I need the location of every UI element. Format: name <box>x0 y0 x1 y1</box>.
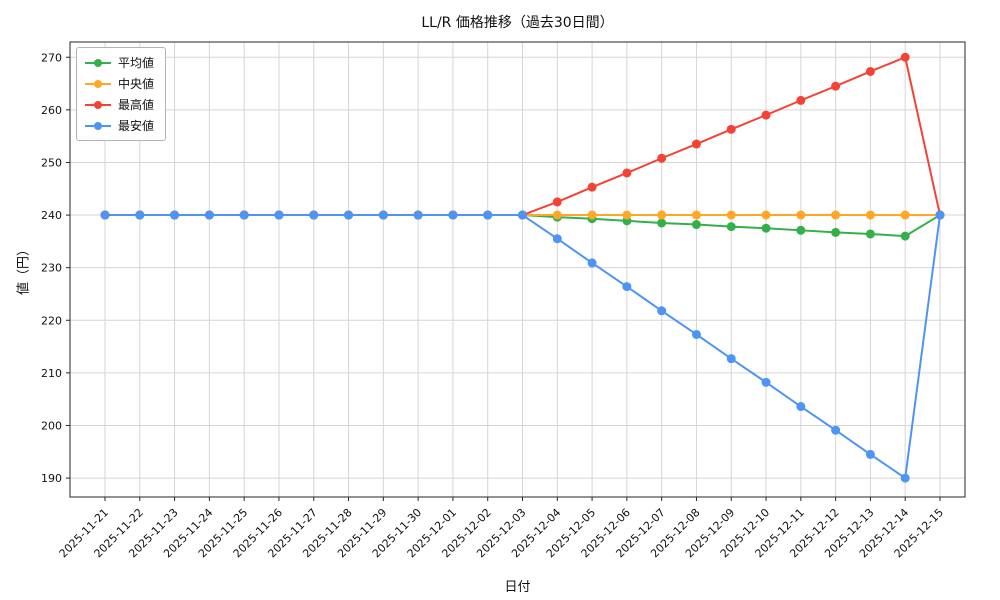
marker-max <box>587 182 597 192</box>
marker-min <box>726 354 736 364</box>
legend-label-average: 平均値 <box>118 56 155 70</box>
marker-median <box>761 210 771 220</box>
marker-min <box>935 210 945 220</box>
marker-min <box>587 258 597 268</box>
marker-min <box>691 329 701 339</box>
marker-min <box>309 210 319 220</box>
marker-min <box>761 377 771 387</box>
y-tick-label: 200 <box>41 419 62 432</box>
marker-min <box>100 210 110 220</box>
marker-min <box>135 210 145 220</box>
marker-median <box>622 210 632 220</box>
marker-min <box>796 402 806 412</box>
marker-min <box>518 210 527 220</box>
y-tick-label: 210 <box>41 367 62 380</box>
marker-min <box>657 306 667 316</box>
marker-max <box>900 52 910 62</box>
marker-min <box>204 210 214 220</box>
marker-max <box>726 124 736 134</box>
marker-min <box>413 210 423 220</box>
marker-max <box>552 197 562 207</box>
marker-min <box>170 210 180 220</box>
chart-title: LL/R 価格推移（過去30日間） <box>421 15 614 31</box>
marker-average <box>726 222 736 232</box>
marker-max <box>657 153 667 163</box>
legend-marker-max <box>85 100 111 110</box>
legend-item-average: 平均値 <box>85 54 154 71</box>
marker-min <box>239 210 249 220</box>
marker-average <box>865 229 875 239</box>
x-axis-label: 日付 <box>504 580 531 595</box>
marker-average <box>657 218 667 228</box>
marker-max <box>622 168 632 178</box>
marker-average <box>900 231 910 241</box>
y-tick-label: 250 <box>41 156 62 169</box>
legend-label-max: 最高値 <box>118 98 155 112</box>
marker-max <box>691 139 701 149</box>
marker-median <box>865 210 875 220</box>
marker-max <box>831 81 841 91</box>
plot-border <box>69 41 966 498</box>
legend-label-min: 最安値 <box>118 119 155 133</box>
chart-legend: 平均値中央値最高値最安値 <box>76 47 167 141</box>
marker-min <box>900 473 910 483</box>
legend-dot-icon <box>94 121 102 130</box>
marker-min <box>344 210 354 220</box>
y-tick-label: 240 <box>41 209 62 222</box>
marker-median <box>900 210 910 220</box>
marker-median <box>831 210 841 220</box>
marker-max <box>796 95 806 105</box>
marker-min <box>865 449 875 459</box>
y-tick-label: 260 <box>41 104 62 117</box>
marker-max <box>761 110 771 120</box>
legend-label-median: 中央値 <box>118 77 155 91</box>
legend-dot-icon <box>94 79 102 88</box>
marker-median <box>691 210 701 220</box>
marker-min <box>378 210 388 220</box>
marker-min <box>831 425 841 435</box>
legend-dot-icon <box>94 100 102 109</box>
marker-median <box>796 210 806 220</box>
marker-min <box>274 210 284 220</box>
legend-marker-average <box>85 58 111 68</box>
marker-average <box>761 223 771 233</box>
y-tick-label: 220 <box>41 314 62 327</box>
y-tick-label: 190 <box>41 472 62 485</box>
legend-marker-min <box>85 121 111 131</box>
marker-max <box>865 66 875 76</box>
legend-marker-median <box>85 79 111 89</box>
legend-item-min: 最安値 <box>85 117 154 134</box>
marker-min <box>448 210 458 220</box>
plot-background <box>70 42 965 497</box>
y-tick-label: 230 <box>41 262 62 275</box>
y-tick-label: 270 <box>41 51 62 64</box>
marker-min <box>622 282 632 292</box>
marker-average <box>691 220 701 230</box>
marker-median <box>587 210 597 220</box>
legend-item-median: 中央値 <box>85 75 154 92</box>
marker-median <box>657 210 667 220</box>
marker-average <box>831 227 841 237</box>
marker-median <box>726 210 736 220</box>
legend-item-max: 最高値 <box>85 96 154 113</box>
marker-min <box>552 234 562 244</box>
marker-median <box>552 210 562 220</box>
marker-min <box>483 210 493 220</box>
legend-dot-icon <box>94 58 102 67</box>
marker-average <box>796 225 806 235</box>
